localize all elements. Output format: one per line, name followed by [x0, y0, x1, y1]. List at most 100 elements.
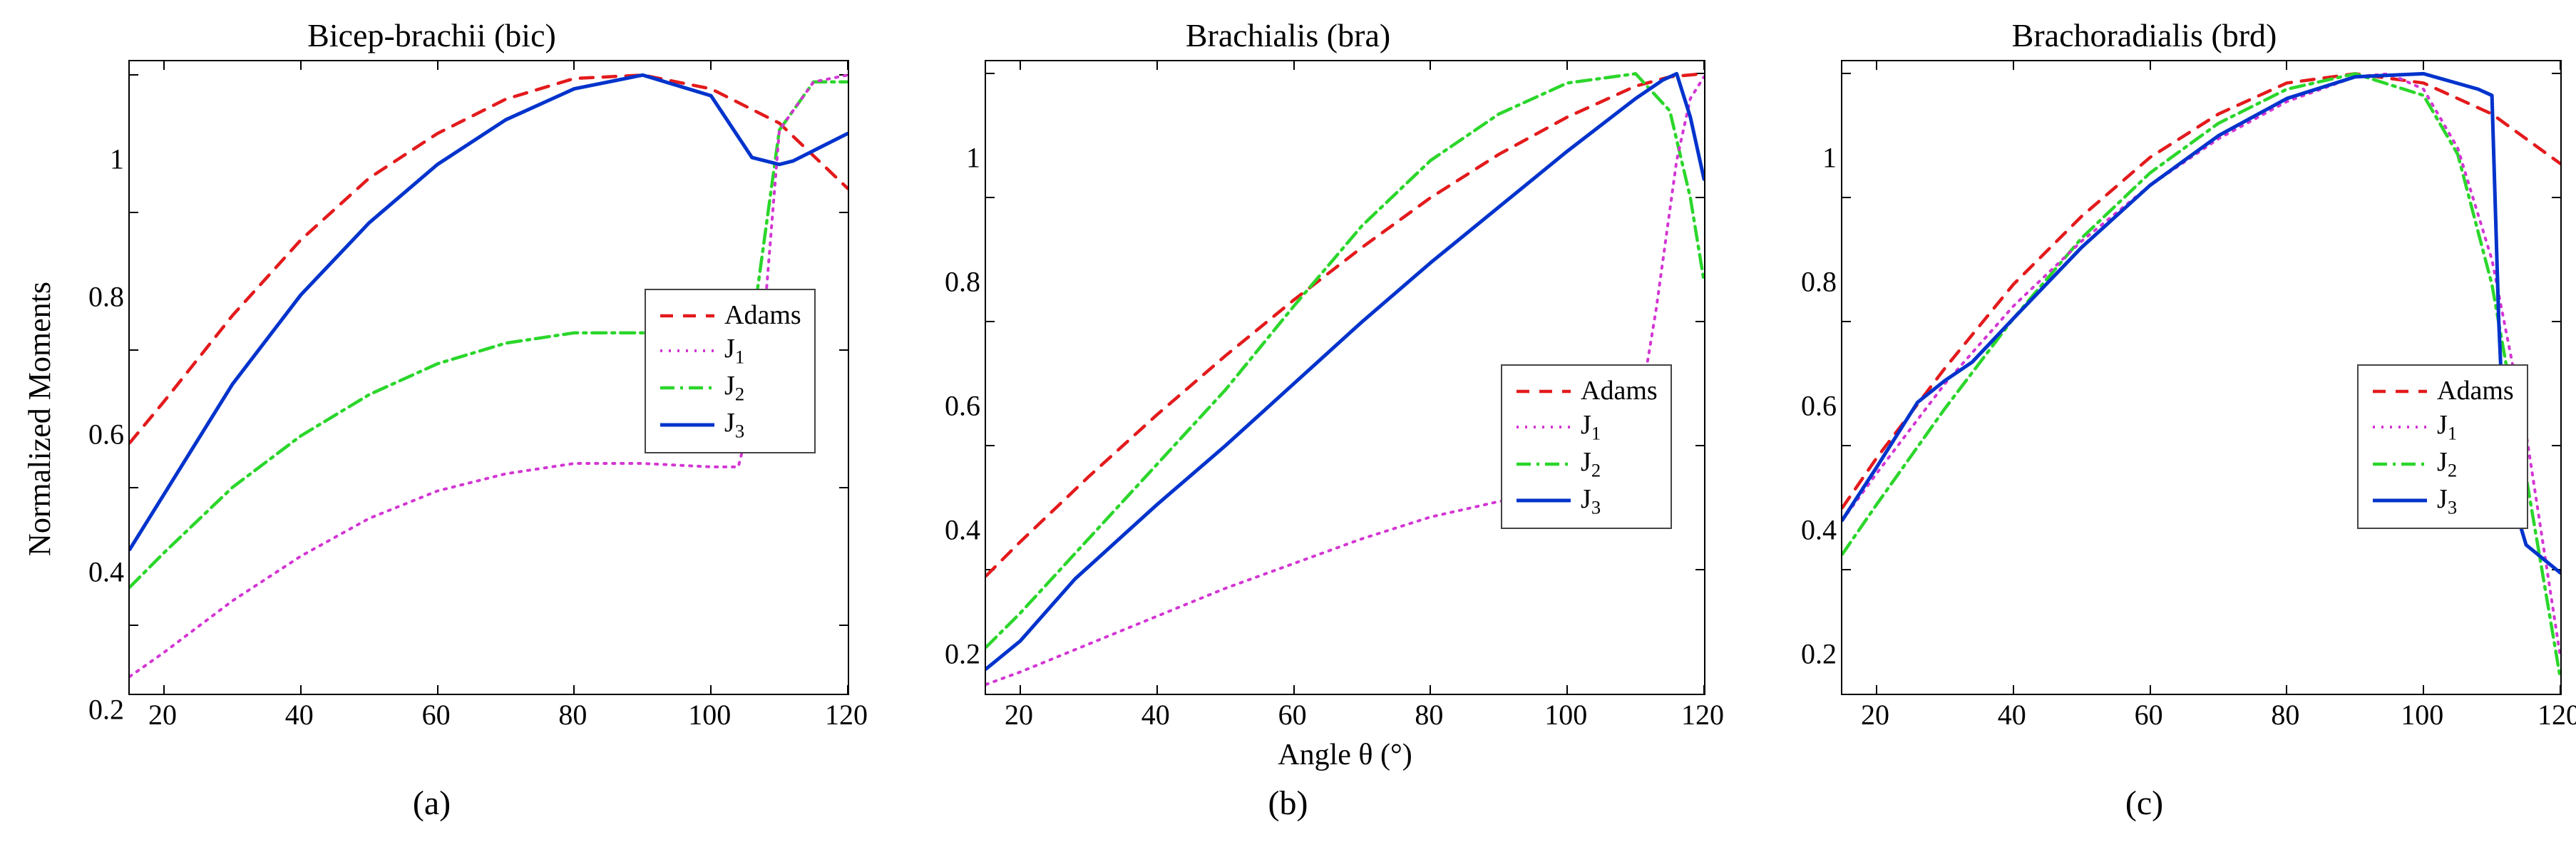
- legend-label-main: J: [2437, 410, 2448, 440]
- panel-title: Brachialis (bra): [1186, 14, 1390, 54]
- panel-c: Brachoradialis (brd) Normalized Moments 0.…: [1727, 14, 2562, 828]
- legend-label-sub: 2: [2448, 459, 2457, 481]
- axes-box: AdamsJ1J2J3: [1841, 60, 2562, 695]
- legend-swatch: [2371, 381, 2428, 402]
- legend-label: J1: [2437, 409, 2457, 446]
- xtick-label: 100: [2401, 698, 2443, 731]
- legend-label-sub: 1: [1591, 423, 1601, 444]
- plot-col: AdamsJ1J2J320406080100120Angle θ (°): [985, 60, 1705, 778]
- legend-row: J3: [659, 406, 801, 443]
- ytick-label: 1: [1822, 141, 1837, 175]
- legend-label-sub: 3: [2448, 496, 2457, 518]
- legend-row: J1: [1515, 409, 1658, 446]
- axes-wrap: Normalized Moments0.20.40.60.81AdamsJ1J2…: [871, 60, 1705, 778]
- legend-label-sub: 2: [1591, 459, 1601, 481]
- xtick-label: 40: [285, 698, 314, 731]
- legend-label-sub: 1: [2448, 423, 2457, 444]
- ytick-label: 1: [110, 143, 124, 176]
- xtick-label: 60: [1278, 698, 1307, 731]
- legend-row: J3: [2371, 483, 2514, 520]
- plot-col: AdamsJ1J2J320406080100120Angle θ (°): [128, 60, 849, 778]
- panel-subcaption: (b): [1268, 778, 1308, 828]
- legend-swatch: [1515, 490, 1572, 511]
- legend-label-main: J: [2437, 484, 2448, 514]
- ytick-label: 0.8: [945, 265, 980, 299]
- yticks: 0.2 0.4 0.6 0.8 1: [920, 60, 985, 778]
- xtick-label: 20: [148, 698, 177, 731]
- xtick-label: 80: [2271, 698, 2299, 731]
- legend-row: Adams: [2371, 374, 2514, 409]
- legend-label-main: J: [2437, 447, 2448, 477]
- legend-swatch: [659, 414, 716, 436]
- legend-label: J2: [2437, 446, 2457, 483]
- panel-title: Brachoradialis (brd): [2012, 14, 2277, 54]
- y-axis-label: Normalized Moments: [21, 282, 58, 556]
- legend-label-main: J: [724, 408, 735, 438]
- plot-col: AdamsJ1J2J320406080100120Angle θ (°): [1841, 60, 2562, 778]
- xtick-label: 80: [558, 698, 587, 731]
- ylabel-col: Normalized Moments: [1727, 60, 1777, 778]
- ytick-label: 0.6: [88, 417, 124, 451]
- legend-swatch: [659, 340, 716, 361]
- legend-label: Adams: [2437, 374, 2514, 409]
- legend-label-main: J: [1581, 484, 1591, 514]
- panel-subcaption: (a): [413, 778, 451, 828]
- xtick-label: 60: [2135, 698, 2163, 731]
- panel-title: Bicep-brachii (bic): [307, 14, 556, 54]
- legend-label-main: J: [1581, 447, 1591, 477]
- ytick-label: 0.2: [88, 692, 124, 726]
- legend: AdamsJ1J2J3: [645, 289, 816, 453]
- yticks: 0.20.40.60.81: [64, 60, 128, 778]
- legend-label: J2: [724, 369, 744, 406]
- legend-row: Adams: [659, 299, 801, 333]
- xtick-label: 100: [1544, 698, 1587, 731]
- axes-wrap: Normalized Moments0.20.40.60.81AdamsJ1J2…: [14, 60, 849, 778]
- ytick-label: 0.4: [945, 513, 980, 547]
- panel-b: Brachialis (bra) Normalized Moments 0.2 0.4…: [871, 14, 1705, 828]
- legend-row: J2: [659, 369, 801, 406]
- xticks: 20406080100120: [128, 695, 849, 738]
- legend-label-sub: 3: [735, 421, 744, 442]
- legend-label-main: J: [724, 334, 735, 364]
- ytick-label: 0.6: [945, 389, 980, 423]
- xtick-label: 40: [1141, 698, 1170, 731]
- legend-label: J3: [2437, 483, 2457, 520]
- xtick-label: 80: [1415, 698, 1443, 731]
- panel-subcaption: (c): [2125, 778, 2163, 828]
- xtick-label: 60: [422, 698, 451, 731]
- legend: AdamsJ1J2J3: [1501, 364, 1672, 529]
- axes-wrap: Normalized Moments0.20.40.60.81AdamsJ1J2…: [1727, 60, 2562, 778]
- ytick-label: 0.6: [1801, 389, 1837, 423]
- legend-label: Adams: [1581, 374, 1658, 409]
- legend-label-sub: 2: [735, 384, 744, 405]
- xtick-label: 20: [1005, 698, 1033, 731]
- legend-label: J3: [724, 406, 744, 443]
- legend-label-sub: 3: [1591, 496, 1601, 518]
- panel-a: Bicep-brachii (bic) Normalized Moments 0.2…: [14, 14, 849, 828]
- legend-swatch: [1515, 453, 1572, 475]
- legend-swatch: [1515, 416, 1572, 438]
- xtick-label: 120: [1681, 698, 1724, 731]
- legend-row: J1: [659, 332, 801, 369]
- axes-box: AdamsJ1J2J3: [985, 60, 1705, 695]
- legend-swatch: [2371, 453, 2428, 475]
- ytick-label: 0.4: [88, 555, 124, 588]
- legend-label: J2: [1581, 446, 1601, 483]
- ytick-label: 1: [966, 141, 980, 175]
- xtick-label: 20: [1861, 698, 1889, 731]
- yticks: 0.20.40.60.81: [1777, 60, 1841, 778]
- ytick-label: 0.2: [1801, 637, 1837, 671]
- legend-swatch: [2371, 416, 2428, 438]
- ylabel-col: Normalized Moments: [14, 60, 64, 778]
- x-axis-label: Angle θ (°): [985, 738, 1705, 778]
- ylabel-col: Normalized Moments: [871, 60, 920, 778]
- legend-swatch: [659, 305, 716, 327]
- legend-row: J3: [1515, 483, 1658, 520]
- ytick-label: 0.2: [945, 637, 980, 671]
- legend-swatch: [1515, 381, 1572, 402]
- axes-box: AdamsJ1J2J3: [128, 60, 849, 695]
- legend: AdamsJ1J2J3: [2357, 364, 2528, 529]
- ytick-label: 0.8: [1801, 265, 1837, 299]
- legend-label: Adams: [724, 299, 801, 333]
- xticks: 20406080100120: [985, 695, 1705, 738]
